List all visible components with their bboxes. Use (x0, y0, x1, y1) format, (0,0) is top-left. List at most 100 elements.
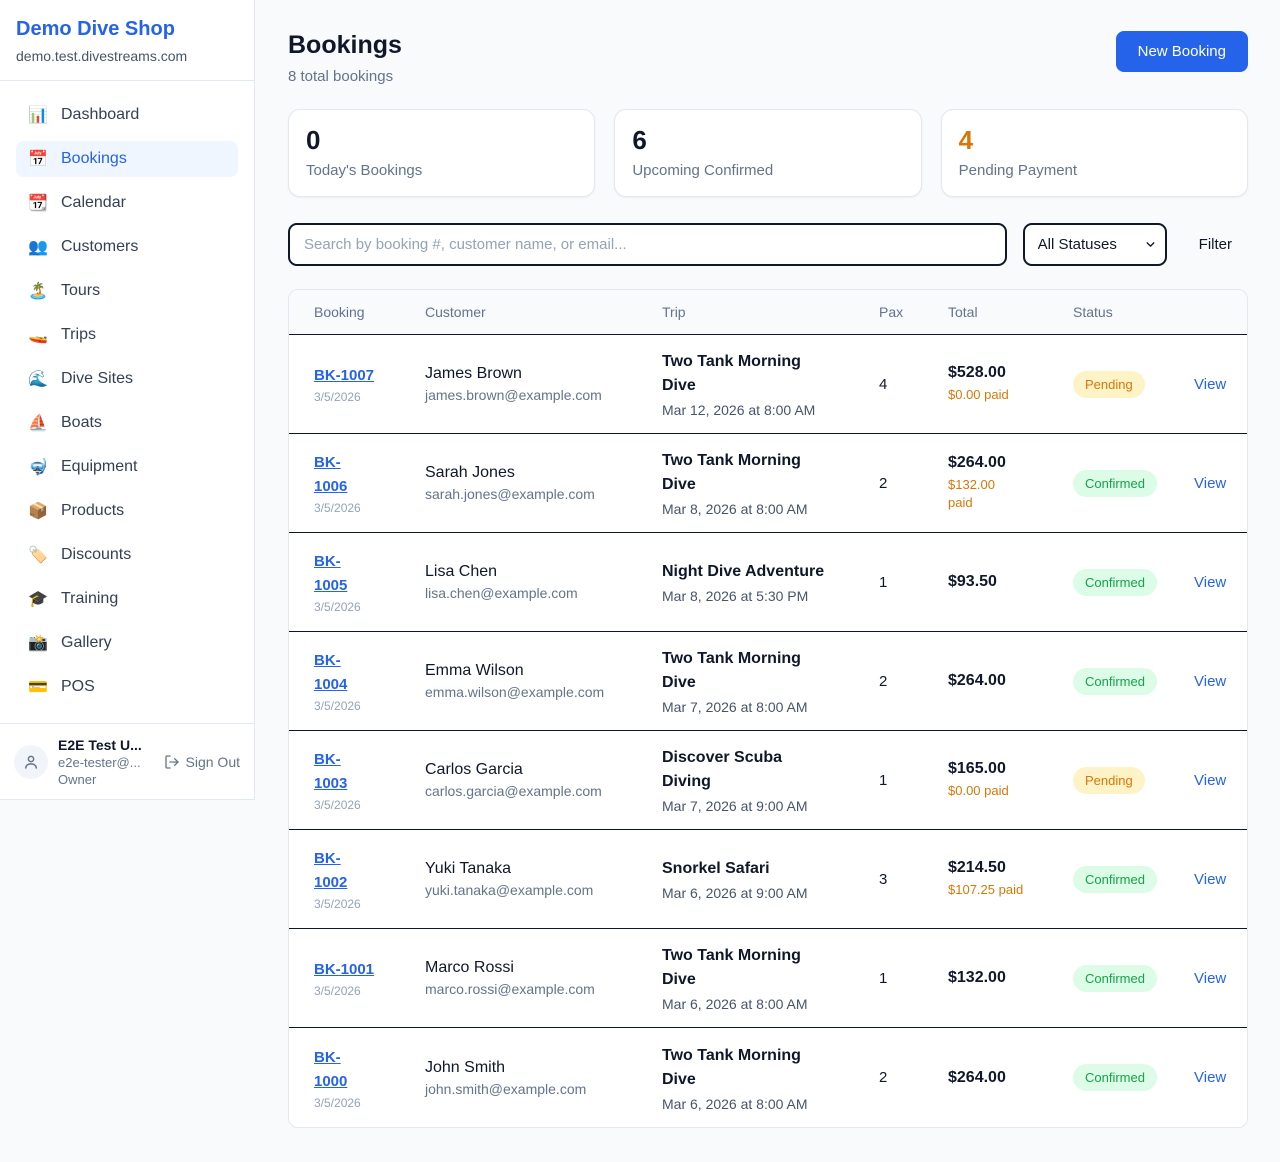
sign-out-button[interactable]: Sign Out (164, 754, 240, 770)
total-amount: $93.50 (948, 573, 997, 590)
trip-datetime: Mar 7, 2026 at 9:00 AM (662, 798, 808, 814)
view-link[interactable]: View (1194, 870, 1227, 888)
trip-name: Two Tank Morning Dive (662, 1046, 801, 1088)
paid-amount: $0.00 paid (948, 386, 1009, 402)
sidebar-item-customers[interactable]: 👥 Customers (16, 229, 238, 265)
stat-card-upcoming-confirmed: 6 Upcoming Confirmed (614, 109, 922, 197)
stat-value: 4 (958, 125, 974, 155)
booking-date: 3/5/2026 (314, 600, 361, 614)
total-amount: $264.00 (948, 453, 1006, 471)
new-booking-button[interactable]: New Booking (1115, 31, 1248, 72)
view-link[interactable]: View (1194, 771, 1227, 789)
search-input[interactable] (288, 223, 1007, 266)
stat-label: Today's Bookings (306, 162, 423, 179)
sidebar-item-products[interactable]: 📦 Products (16, 493, 238, 529)
avatar (14, 745, 48, 779)
table-header-row: Booking Customer Trip Pax Total Status (289, 290, 1247, 335)
customer-email: emma.wilson@example.com (425, 684, 605, 700)
sidebar-item-boats[interactable]: ⛵ Boats (16, 405, 238, 441)
tag-icon: 🏷️ (28, 547, 48, 564)
status-select-wrap: All Statuses (1022, 223, 1167, 266)
view-link[interactable]: View (1194, 969, 1227, 987)
booking-id-link[interactable]: BK-1005 (314, 553, 348, 594)
column-header-pax: Pax (879, 304, 904, 320)
sidebar-item-label: POS (61, 678, 95, 695)
filter-row: All Statuses Filter (288, 223, 1248, 266)
trip-name: Two Tank Morning Dive (662, 650, 801, 691)
trip-datetime: Mar 12, 2026 at 8:00 AM (662, 402, 816, 418)
customer-name: Yuki Tanaka (425, 860, 511, 877)
status-badge: Confirmed (1073, 1064, 1157, 1091)
view-link[interactable]: View (1194, 474, 1227, 492)
view-link[interactable]: View (1194, 573, 1227, 591)
trip-datetime: Mar 8, 2026 at 5:30 PM (662, 588, 809, 604)
booking-id-link[interactable]: BK-1000 (314, 1048, 348, 1090)
user-section: E2E Test U... e2e-tester@... Owner Sign … (0, 723, 254, 800)
status-badge: Confirmed (1073, 469, 1157, 497)
sidebar-item-gallery[interactable]: 📸 Gallery (16, 625, 238, 661)
wave-icon: 🌊 (28, 371, 48, 388)
status-badge: Confirmed (1073, 865, 1157, 893)
sidebar-item-trips[interactable]: 🚤 Trips (16, 317, 238, 353)
booking-id-link[interactable]: BK-1003 (314, 751, 348, 792)
page-subtitle: 8 total bookings (288, 68, 394, 85)
camera-icon: 📸 (28, 635, 48, 652)
paid-amount: $132.00 paid (948, 476, 995, 510)
people-icon: 👥 (28, 239, 48, 256)
trip-name: Snorkel Safari (662, 860, 770, 877)
sidebar: Demo Dive Shop demo.test.divestreams.com… (0, 0, 255, 800)
booking-id-link[interactable]: BK-1001 (314, 961, 375, 978)
pax-count: 4 (879, 375, 888, 393)
sidebar-item-label: Trips (61, 326, 96, 343)
table-row: BK-1004 3/5/2026 Emma Wilson emma.wilson… (289, 632, 1247, 731)
view-link[interactable]: View (1194, 672, 1227, 690)
booking-date: 3/5/2026 (314, 984, 361, 998)
customer-email: sarah.jones@example.com (425, 486, 595, 502)
customer-email: yuki.tanaka@example.com (425, 882, 594, 898)
bookings-table: Booking Customer Trip Pax Total Status B… (288, 289, 1248, 1128)
sidebar-nav: 📊 Dashboard 📅 Bookings 📆 Calendar 👥 Cust… (0, 81, 254, 721)
sidebar-item-bookings[interactable]: 📅 Bookings (16, 141, 238, 177)
booking-date: 3/5/2026 (314, 798, 361, 812)
sign-out-icon (164, 755, 179, 769)
sidebar-item-label: Customers (61, 238, 139, 255)
sidebar-item-label: Equipment (61, 458, 138, 475)
column-header-trip: Trip (662, 304, 686, 320)
user-name: E2E Test U... (58, 737, 142, 753)
booking-id-link[interactable]: BK-1002 (314, 850, 348, 891)
customer-name: Sarah Jones (425, 464, 515, 481)
sidebar-item-equipment[interactable]: 🤿 Equipment (16, 449, 238, 485)
status-select[interactable]: All Statuses (1022, 223, 1167, 266)
booking-id-link[interactable]: BK-1006 (314, 454, 348, 495)
sidebar-item-training[interactable]: 🎓 Training (16, 581, 238, 617)
customer-name: Lisa Chen (425, 563, 498, 580)
customer-name: Carlos Garcia (425, 761, 523, 778)
tear-off-calendar-icon: 📆 (28, 195, 48, 212)
package-icon: 📦 (28, 503, 48, 520)
booking-date: 3/5/2026 (314, 501, 361, 515)
sidebar-item-dive-sites[interactable]: 🌊 Dive Sites (16, 361, 238, 397)
sidebar-item-pos[interactable]: 💳 POS (16, 669, 238, 705)
sidebar-item-tours[interactable]: 🏝️ Tours (16, 273, 238, 309)
page-header: Bookings 8 total bookings New Booking (288, 31, 1248, 85)
trip-datetime: Mar 6, 2026 at 8:00 AM (662, 996, 808, 1012)
view-link[interactable]: View (1194, 1069, 1227, 1086)
total-amount: $132.00 (948, 969, 1006, 986)
filter-button[interactable]: Filter (1183, 236, 1248, 253)
total-amount: $264.00 (948, 672, 1006, 689)
user-email: e2e-tester@... (58, 755, 141, 770)
sidebar-item-calendar[interactable]: 📆 Calendar (16, 185, 238, 221)
view-link[interactable]: View (1194, 375, 1227, 393)
table-row: BK-1002 3/5/2026 Yuki Tanaka yuki.tanaka… (289, 830, 1247, 929)
pax-count: 2 (879, 474, 888, 492)
table-row: BK-1003 3/5/2026 Carlos Garcia carlos.ga… (289, 731, 1247, 830)
booking-id-link[interactable]: BK-1004 (314, 652, 348, 693)
status-badge: Pending (1073, 370, 1145, 398)
booking-id-link[interactable]: BK-1007 (314, 367, 375, 384)
table-row: BK-1007 3/5/2026 James Brown james.brown… (289, 335, 1247, 434)
sidebar-item-discounts[interactable]: 🏷️ Discounts (16, 537, 238, 573)
sidebar-item-dashboard[interactable]: 📊 Dashboard (16, 97, 238, 133)
trip-name: Two Tank Morning Dive (662, 947, 801, 988)
table-row: BK-1001 3/5/2026 Marco Rossi marco.rossi… (289, 929, 1247, 1028)
trip-datetime: Mar 6, 2026 at 8:00 AM (662, 1095, 808, 1112)
